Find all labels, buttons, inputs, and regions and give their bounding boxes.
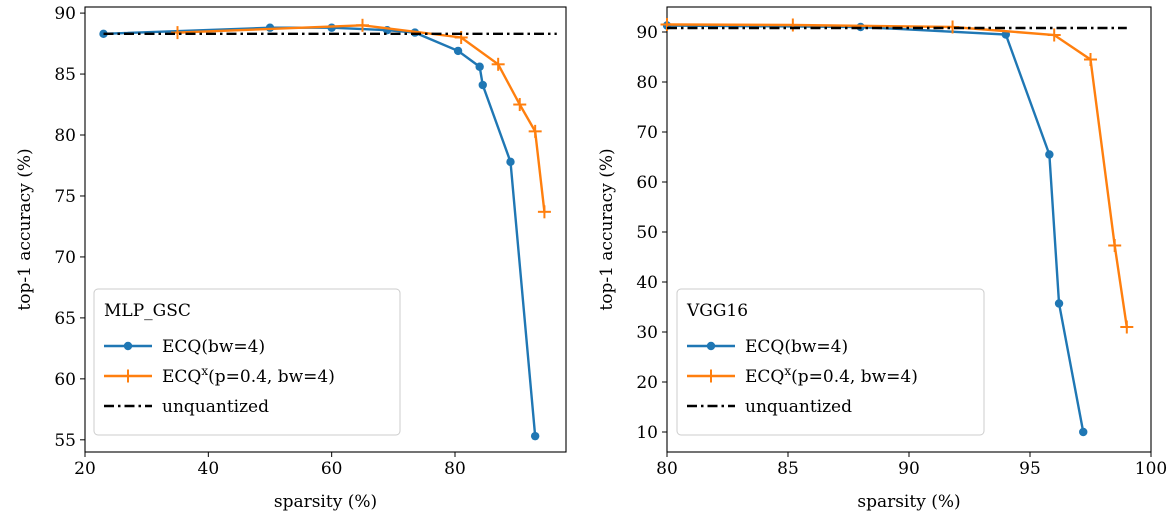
data-point <box>506 157 515 167</box>
x-tick-label: 95 <box>1019 459 1041 479</box>
series-ecq <box>660 18 1134 334</box>
x-tick-label: 20 <box>74 459 96 479</box>
legend-label: ECQx(p=0.4, bw=4) <box>162 364 335 387</box>
data-point <box>478 80 487 90</box>
x-tick-label: 80 <box>444 459 466 479</box>
legend: VGG16 ECQ(bw=4) ECQx(p=0.4, bw=4) unquantiz… <box>676 288 985 436</box>
x-tick-label: 60 <box>321 459 343 479</box>
legend: MLP_GSC ECQ(bw=4) ECQx(p=0.4, bw=4) unquant… <box>93 288 401 436</box>
legend-box <box>93 288 401 436</box>
data-point <box>491 57 505 71</box>
chart-panel-2: 80 85 90 95 100 10 20 30 40 50 60 70 80 90 sparsity (%… <box>597 6 1167 512</box>
data-point <box>1108 239 1122 252</box>
series-line <box>177 24 546 212</box>
y-tick-label: 90 <box>54 4 76 24</box>
legend-title: MLP_GSC <box>104 301 191 321</box>
x-tick-label: 85 <box>777 459 799 479</box>
y-tick-label: 60 <box>636 173 658 193</box>
legend-label: ECQ(bw=4) <box>745 337 848 357</box>
data-point <box>453 46 463 56</box>
x-tick-label: 100 <box>1135 459 1167 479</box>
y-axis-label: top-1 accuracy (%) <box>15 148 35 310</box>
data-point <box>1047 28 1061 42</box>
data-point <box>537 205 551 219</box>
x-tick-label: 90 <box>898 459 920 479</box>
legend-marker <box>123 341 133 351</box>
legend-label: unquantized <box>745 397 852 417</box>
x-tick-label: 40 <box>198 459 220 479</box>
y-tick-label: 60 <box>54 370 76 390</box>
x-axis-label: sparsity (%) <box>274 492 377 512</box>
y-tick-label: 85 <box>54 65 76 85</box>
data-point <box>528 124 542 138</box>
y-tick-label: 10 <box>636 423 658 443</box>
data-point <box>356 18 369 32</box>
y-tick-label: 30 <box>636 323 658 343</box>
x-axis-label: sparsity (%) <box>857 492 960 512</box>
legend-box <box>676 288 985 436</box>
legend-label: ECQ(bw=4) <box>162 337 265 357</box>
data-point <box>171 26 184 40</box>
y-tick-label: 65 <box>54 309 76 329</box>
data-point <box>1054 299 1064 308</box>
data-point <box>530 431 540 441</box>
plot-area <box>84 6 567 453</box>
x-tick-label: 80 <box>656 459 678 479</box>
data-point <box>513 98 527 112</box>
legend-marker <box>706 341 716 351</box>
legend-label: ECQx(p=0.4, bw=4) <box>745 364 918 387</box>
y-tick-label: 70 <box>54 248 76 268</box>
y-axis-label: top-1 accuracy (%) <box>597 148 617 310</box>
data-point <box>786 18 800 32</box>
data-point <box>1079 427 1088 437</box>
data-point <box>1045 150 1054 159</box>
y-tick-label: 80 <box>54 126 76 146</box>
y-tick-label: 75 <box>54 187 76 207</box>
y-tick-label: 40 <box>636 273 658 293</box>
legend-label: unquantized <box>162 397 269 417</box>
data-point <box>475 62 484 71</box>
y-tick-label: 50 <box>636 223 658 243</box>
y-tick-label: 80 <box>636 73 658 93</box>
y-tick-label: 20 <box>636 373 658 393</box>
y-tick-label: 70 <box>636 123 658 143</box>
legend-title: VGG16 <box>686 301 748 321</box>
data-point <box>1084 53 1097 66</box>
data-point <box>1120 320 1134 334</box>
y-tick-label: 90 <box>636 23 658 43</box>
y-tick-label: 55 <box>54 431 76 451</box>
chart-panel-1: 20 40 60 80 55 60 65 70 75 80 85 90 sparsity (%) top-… <box>15 4 567 512</box>
series-ecq <box>171 18 551 219</box>
series-line <box>666 24 1085 433</box>
